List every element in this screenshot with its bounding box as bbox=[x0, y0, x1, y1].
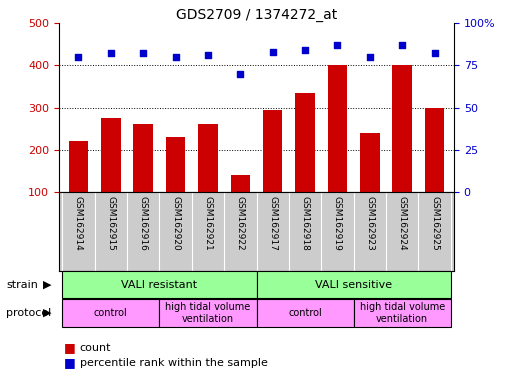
Bar bbox=[62, 271, 256, 298]
Bar bbox=[425, 108, 444, 234]
Text: protocol: protocol bbox=[6, 308, 51, 318]
Bar bbox=[69, 141, 88, 234]
Text: GSM162919: GSM162919 bbox=[333, 196, 342, 251]
Text: VALI sensitive: VALI sensitive bbox=[315, 280, 392, 290]
Bar bbox=[62, 299, 160, 327]
Text: GSM162916: GSM162916 bbox=[139, 196, 148, 251]
Text: GSM162923: GSM162923 bbox=[365, 196, 374, 251]
Point bbox=[366, 54, 374, 60]
Bar bbox=[198, 124, 218, 234]
Text: high tidal volume
ventilation: high tidal volume ventilation bbox=[165, 302, 250, 324]
Text: GSM162921: GSM162921 bbox=[204, 196, 212, 251]
Text: GSM162925: GSM162925 bbox=[430, 196, 439, 251]
Text: GSM162914: GSM162914 bbox=[74, 196, 83, 251]
Point bbox=[74, 54, 83, 60]
Title: GDS2709 / 1374272_at: GDS2709 / 1374272_at bbox=[176, 8, 337, 22]
Text: GSM162917: GSM162917 bbox=[268, 196, 277, 251]
Text: GSM162915: GSM162915 bbox=[106, 196, 115, 251]
Point bbox=[301, 47, 309, 53]
Text: high tidal volume
ventilation: high tidal volume ventilation bbox=[360, 302, 445, 324]
Point bbox=[269, 49, 277, 55]
Text: GSM162922: GSM162922 bbox=[236, 196, 245, 251]
Bar bbox=[231, 175, 250, 234]
Bar bbox=[256, 299, 353, 327]
Bar bbox=[101, 118, 121, 234]
Point bbox=[107, 50, 115, 56]
Point bbox=[171, 54, 180, 60]
Text: count: count bbox=[80, 343, 111, 353]
Bar bbox=[360, 133, 380, 234]
Bar bbox=[328, 65, 347, 234]
Bar bbox=[133, 124, 153, 234]
Point bbox=[430, 50, 439, 56]
Text: ■: ■ bbox=[64, 356, 76, 369]
Point bbox=[204, 52, 212, 58]
Bar bbox=[295, 93, 315, 234]
Point bbox=[236, 71, 244, 77]
Bar bbox=[166, 137, 185, 234]
Text: ▶: ▶ bbox=[43, 308, 51, 318]
Text: GSM162924: GSM162924 bbox=[398, 196, 407, 251]
Bar bbox=[392, 65, 412, 234]
Text: percentile rank within the sample: percentile rank within the sample bbox=[80, 358, 267, 368]
Text: GSM162918: GSM162918 bbox=[301, 196, 309, 251]
Text: control: control bbox=[288, 308, 322, 318]
Text: ■: ■ bbox=[64, 341, 76, 354]
Bar bbox=[353, 299, 451, 327]
Bar bbox=[263, 110, 282, 234]
Bar bbox=[160, 299, 256, 327]
Text: GSM162920: GSM162920 bbox=[171, 196, 180, 251]
Text: strain: strain bbox=[6, 280, 38, 290]
Point bbox=[333, 42, 342, 48]
Text: VALI resistant: VALI resistant bbox=[121, 280, 198, 290]
Point bbox=[139, 50, 147, 56]
Text: control: control bbox=[94, 308, 128, 318]
Text: ▶: ▶ bbox=[43, 280, 51, 290]
Bar bbox=[256, 271, 451, 298]
Point bbox=[398, 42, 406, 48]
